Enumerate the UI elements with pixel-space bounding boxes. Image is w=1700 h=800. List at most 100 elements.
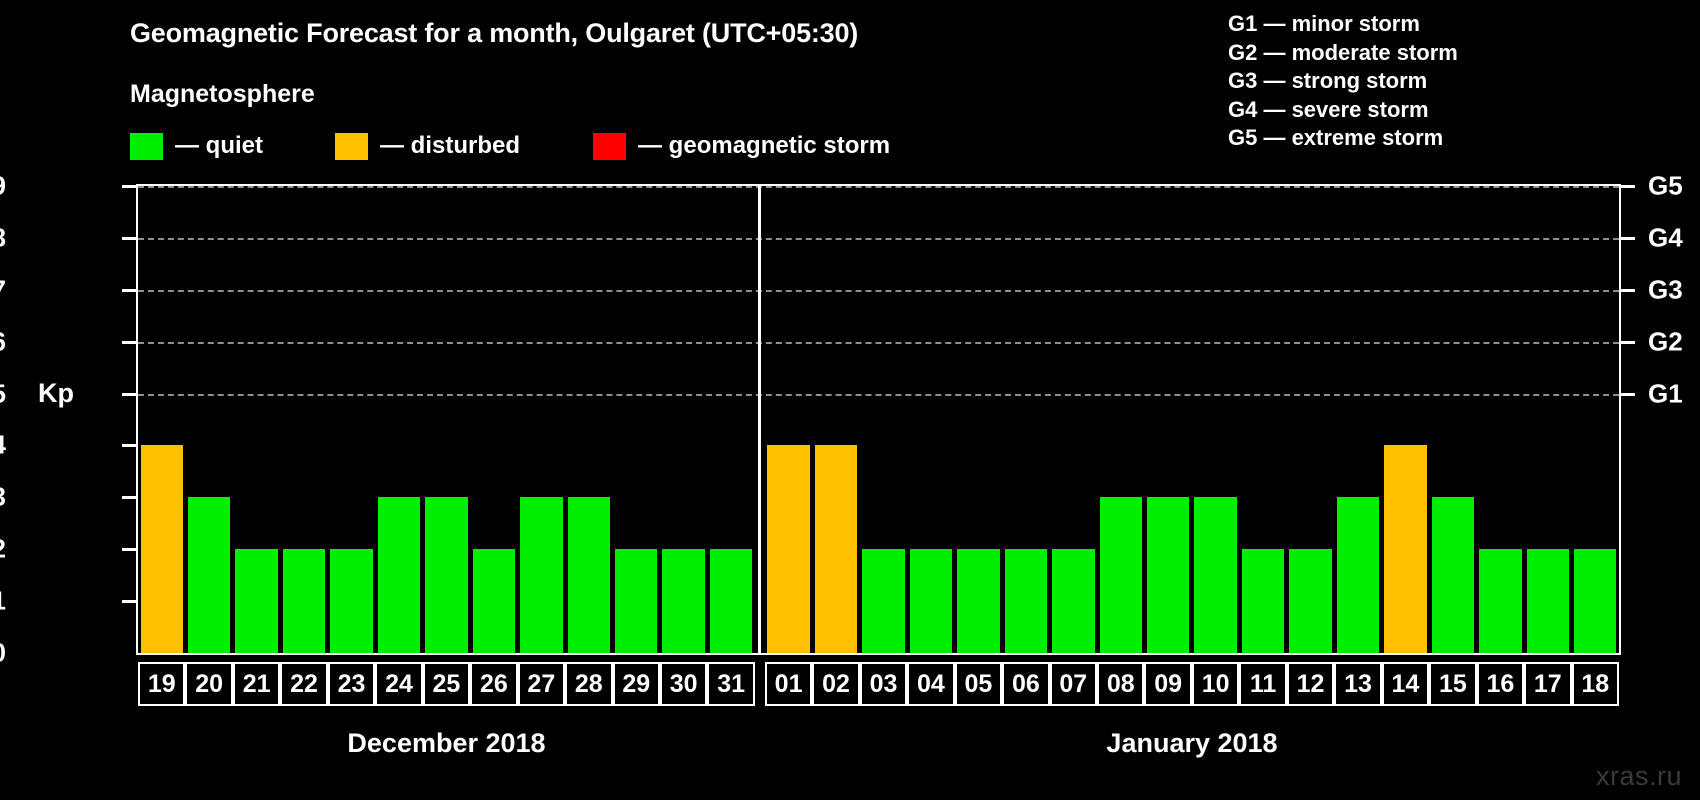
g-tick-mark-G2 bbox=[1621, 340, 1635, 344]
y-tick-label-8: 8 bbox=[0, 222, 6, 253]
legend-item-disturbed: — disturbed bbox=[335, 130, 520, 162]
legend-item-storm: — geomagnetic storm bbox=[593, 130, 890, 162]
date-cell-december-21: 21 bbox=[232, 662, 281, 706]
magnetosphere-legend: — quiet — disturbed — geomagnetic storm bbox=[130, 130, 890, 162]
g-tick-label-G4: G4 bbox=[1648, 222, 1683, 253]
bar-january-01 bbox=[767, 445, 810, 653]
date-cell-december-20: 20 bbox=[185, 662, 233, 706]
date-cell-december-27: 27 bbox=[517, 662, 566, 706]
bar-january-09 bbox=[1146, 497, 1190, 653]
g-scale-line-5: G5 — extreme storm bbox=[1228, 125, 1444, 150]
y-tick-mark-8 bbox=[122, 236, 136, 240]
bar-december-23 bbox=[330, 549, 373, 653]
bar-december-30 bbox=[662, 549, 705, 653]
date-cell-december-22: 22 bbox=[280, 662, 328, 706]
date-cell-january-03: 03 bbox=[859, 662, 908, 706]
y-tick-label-5: 5 bbox=[0, 378, 6, 409]
y-tick-mark-2 bbox=[122, 548, 136, 552]
bar-january-11 bbox=[1241, 549, 1285, 653]
bar-december-28 bbox=[567, 497, 610, 653]
bar-january-18 bbox=[1574, 549, 1617, 653]
bar-december-25 bbox=[425, 497, 468, 653]
bar-december-20 bbox=[187, 497, 231, 653]
month-divider bbox=[758, 186, 762, 653]
g-scale-line-1: G1 — minor storm bbox=[1228, 11, 1420, 36]
y-tick-mark-5 bbox=[122, 392, 136, 396]
date-cell-january-08: 08 bbox=[1097, 662, 1145, 706]
y-tick-mark-3 bbox=[122, 496, 136, 500]
y-tick-label-9: 9 bbox=[0, 171, 6, 202]
quiet-swatch bbox=[130, 132, 163, 160]
bar-december-21 bbox=[235, 549, 278, 653]
date-cell-january-16: 16 bbox=[1476, 662, 1525, 706]
date-cell-january-17: 17 bbox=[1524, 662, 1572, 706]
page-title: Geomagnetic Forecast for a month, Oulgar… bbox=[130, 18, 859, 48]
y-tick-label-3: 3 bbox=[0, 482, 6, 513]
g-tick-mark-G5 bbox=[1621, 185, 1635, 188]
g-tick-label-G2: G2 bbox=[1648, 326, 1683, 357]
bar-january-12 bbox=[1289, 549, 1332, 653]
g-scale-legend: G1 — minor storm G2 — moderate storm G3 — … bbox=[1228, 10, 1458, 153]
g-tick-mark-G3 bbox=[1621, 288, 1635, 292]
magnetosphere-heading: Magnetosphere bbox=[130, 80, 315, 108]
date-cell-january-12: 12 bbox=[1286, 662, 1335, 706]
bar-december-26 bbox=[472, 549, 516, 653]
bar-january-13 bbox=[1336, 497, 1380, 653]
bar-december-29 bbox=[615, 549, 658, 653]
y-tick-mark-7 bbox=[122, 288, 136, 292]
legend-item-quiet: — quiet bbox=[130, 130, 263, 162]
bar-january-17 bbox=[1526, 549, 1570, 653]
date-cell-december-23: 23 bbox=[327, 662, 376, 706]
watermark: xras.ru bbox=[1595, 761, 1682, 791]
legend-label: — disturbed bbox=[380, 132, 521, 159]
date-cell-january-13: 13 bbox=[1334, 662, 1382, 706]
y-tick-mark-6 bbox=[122, 340, 136, 344]
y-tick-mark-1 bbox=[122, 600, 136, 604]
bar-december-31 bbox=[709, 549, 753, 653]
g-tick-mark-G1 bbox=[1621, 392, 1635, 396]
y-tick-mark-9 bbox=[122, 185, 136, 188]
bar-january-14 bbox=[1384, 445, 1427, 653]
month-label-january: January 2018 bbox=[1106, 728, 1278, 758]
date-cell-december-25: 25 bbox=[422, 662, 471, 706]
date-cell-january-01: 01 bbox=[764, 662, 813, 706]
g-tick-label-G5: G5 bbox=[1648, 170, 1683, 201]
date-cell-december-19: 19 bbox=[138, 662, 186, 706]
date-cell-december-31: 31 bbox=[707, 662, 755, 706]
date-cell-december-26: 26 bbox=[470, 662, 518, 706]
y-tick-label-4: 4 bbox=[0, 430, 6, 461]
date-cell-january-05: 05 bbox=[954, 662, 1003, 706]
g-tick-mark-G4 bbox=[1621, 236, 1635, 240]
bar-december-24 bbox=[377, 497, 421, 653]
g-tick-label-G3: G3 bbox=[1648, 274, 1683, 305]
bar-january-04 bbox=[909, 549, 953, 653]
date-cell-january-10: 10 bbox=[1191, 662, 1240, 706]
bar-december-19 bbox=[140, 445, 183, 653]
gridline-kp-5 bbox=[138, 393, 1619, 396]
y-tick-mark-4 bbox=[122, 444, 136, 448]
bar-january-02 bbox=[814, 445, 858, 653]
date-cell-january-09: 09 bbox=[1144, 662, 1192, 706]
bar-december-27 bbox=[520, 497, 563, 653]
date-cell-january-02: 02 bbox=[812, 662, 860, 706]
date-cell-december-24: 24 bbox=[375, 662, 423, 706]
bar-january-07 bbox=[1052, 549, 1095, 653]
y-tick-label-2: 2 bbox=[0, 534, 6, 565]
y-tick-label-6: 6 bbox=[0, 326, 6, 357]
date-cell-december-29: 29 bbox=[612, 662, 660, 706]
date-cell-january-14: 14 bbox=[1381, 662, 1430, 706]
gridline-kp-7 bbox=[138, 289, 1619, 292]
g-scale-line-4: G4 — severe storm bbox=[1228, 96, 1429, 122]
y-tick-label-7: 7 bbox=[0, 274, 6, 305]
y-tick-label-1: 1 bbox=[0, 586, 6, 617]
date-cell-january-11: 11 bbox=[1239, 662, 1287, 706]
month-label-december: December 2018 bbox=[347, 728, 546, 758]
disturbed-swatch bbox=[335, 132, 368, 160]
date-cell-december-30: 30 bbox=[659, 662, 708, 706]
gridline-kp-6 bbox=[138, 341, 1619, 344]
date-cell-january-15: 15 bbox=[1429, 662, 1477, 706]
date-cell-january-06: 06 bbox=[1002, 662, 1050, 706]
date-cell-january-04: 04 bbox=[907, 662, 955, 706]
gridline-kp-9 bbox=[138, 186, 1619, 188]
storm-swatch bbox=[593, 132, 627, 160]
